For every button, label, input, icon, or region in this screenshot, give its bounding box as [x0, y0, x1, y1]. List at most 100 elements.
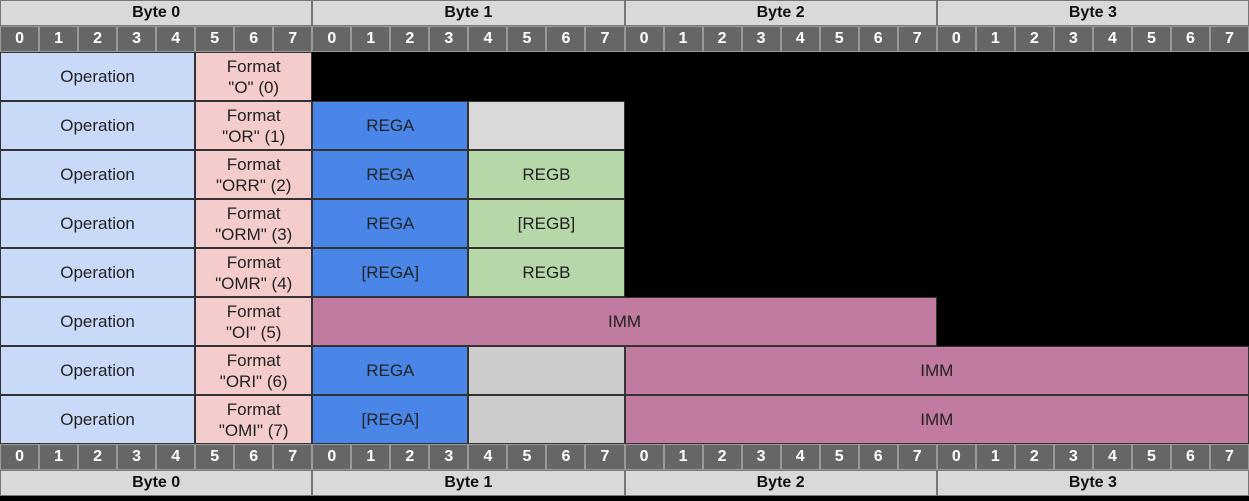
bit-header-bottom-1-3: 3 — [429, 444, 469, 470]
rega-field: REGA — [312, 101, 469, 150]
bit-header-top-2-4: 4 — [780, 26, 820, 52]
byte-header-bottom-1: Byte 1 — [312, 470, 625, 496]
format-label: Format "OR" (1) — [222, 105, 285, 147]
bit-header-bottom-3-2: 2 — [1014, 444, 1054, 470]
operation-field: Operation — [0, 150, 196, 199]
rega-field: [REGA] — [312, 395, 469, 444]
bit-header-top-3-7: 7 — [1209, 26, 1249, 52]
bit-header-top-1-0: 0 — [312, 26, 352, 52]
bit-header-top-1-3: 3 — [429, 26, 469, 52]
bit-header-top-0-4: 4 — [156, 26, 196, 52]
bit-header-bottom-1-4: 4 — [468, 444, 508, 470]
format-label-line1: Format — [226, 154, 281, 174]
bit-header-top-2-0: 0 — [624, 26, 664, 52]
format-field: Format "O" (0) — [195, 52, 313, 101]
byte-header-bottom-0: Byte 0 — [0, 470, 313, 496]
operation-field: Operation — [0, 52, 196, 101]
bit-header-top-1-1: 1 — [351, 26, 391, 52]
bit-header-top-1-5: 5 — [507, 26, 547, 52]
unused-bits-5 — [936, 297, 1249, 346]
bit-header-bottom-3-1: 1 — [975, 444, 1015, 470]
byte-header-bottom-3: Byte 3 — [936, 470, 1249, 496]
regb-field: REGB — [468, 150, 625, 199]
bit-header-top-2-2: 2 — [702, 26, 742, 52]
bit-header-bottom-2-7: 7 — [897, 444, 937, 470]
bit-header-bottom-3-4: 4 — [1092, 444, 1132, 470]
format-field: Format "OMR" (4) — [195, 248, 313, 297]
bit-header-top-2-3: 3 — [741, 26, 781, 52]
imm-field: IMM — [312, 297, 937, 346]
rega-field: [REGA] — [312, 248, 469, 297]
byte-header-bottom-2: Byte 2 — [624, 470, 937, 496]
operation-field: Operation — [0, 101, 196, 150]
format-code-label: "OMR" (4) — [215, 273, 293, 293]
rega-field: REGA — [312, 150, 469, 199]
format-label: Format "OMI" (7) — [219, 399, 289, 441]
bit-header-bottom-3-6: 6 — [1170, 444, 1210, 470]
bit-header-bottom-0-4: 4 — [156, 444, 196, 470]
bit-header-bottom-1-0: 0 — [312, 444, 352, 470]
operation-field: Operation — [0, 248, 196, 297]
bit-header-top-0-6: 6 — [234, 26, 274, 52]
format-code-label: "ORI" (6) — [219, 371, 288, 391]
bit-header-top-3-2: 2 — [1014, 26, 1054, 52]
format-label: Format "OMR" (4) — [215, 252, 292, 294]
bit-header-top-0-1: 1 — [39, 26, 79, 52]
bit-header-bottom-1-2: 2 — [390, 444, 430, 470]
bit-header-top-1-4: 4 — [468, 26, 508, 52]
bit-header-bottom-1-6: 6 — [546, 444, 586, 470]
bit-header-top-0-0: 0 — [0, 26, 40, 52]
bit-header-bottom-0-7: 7 — [273, 444, 313, 470]
format-field: Format "ORR" (2) — [195, 150, 313, 199]
format-label-line1: Format — [226, 301, 281, 321]
regb-field: REGB — [468, 248, 625, 297]
rega-field: REGA — [312, 199, 469, 248]
regb-field: [REGB] — [468, 199, 625, 248]
bit-header-bottom-2-4: 4 — [780, 444, 820, 470]
format-code-label: "OMI" (7) — [218, 420, 289, 440]
bit-header-top-0-7: 7 — [273, 26, 313, 52]
format-field: Format "OMI" (7) — [195, 395, 313, 444]
bit-header-top-1-7: 7 — [585, 26, 625, 52]
format-label-line1: Format — [226, 56, 281, 76]
format-label-line1: Format — [226, 350, 281, 370]
bit-header-bottom-2-1: 1 — [663, 444, 703, 470]
unused-bits-1 — [624, 101, 1249, 150]
format-code-label: "O" (0) — [228, 77, 280, 97]
bit-header-top-1-6: 6 — [546, 26, 586, 52]
byte-header-top-3: Byte 3 — [936, 0, 1249, 26]
bit-header-bottom-2-6: 6 — [858, 444, 898, 470]
unused-bits-2 — [624, 150, 1249, 199]
byte-header-top-2: Byte 2 — [624, 0, 937, 26]
bit-header-top-2-7: 7 — [897, 26, 937, 52]
operation-field: Operation — [0, 395, 196, 444]
padding-field — [468, 101, 625, 150]
bit-header-top-0-2: 2 — [78, 26, 118, 52]
bit-header-top-3-4: 4 — [1092, 26, 1132, 52]
bit-header-top-3-5: 5 — [1131, 26, 1171, 52]
padding-field — [468, 346, 625, 395]
bit-header-bottom-3-0: 0 — [936, 444, 976, 470]
format-label-line1: Format — [226, 203, 281, 223]
imm-field: IMM — [624, 346, 1249, 395]
padding-field — [468, 395, 625, 444]
byte-header-top-0: Byte 0 — [0, 0, 313, 26]
bit-header-top-0-5: 5 — [195, 26, 235, 52]
format-label-line1: Format — [226, 399, 281, 419]
bit-header-top-2-6: 6 — [858, 26, 898, 52]
rega-field: REGA — [312, 346, 469, 395]
format-code-label: "OR" (1) — [222, 126, 286, 146]
bit-header-bottom-0-1: 1 — [39, 444, 79, 470]
format-label: Format "ORI" (6) — [220, 350, 288, 392]
format-label: Format "O" (0) — [227, 56, 281, 98]
bit-header-bottom-0-5: 5 — [195, 444, 235, 470]
byte-header-top-1: Byte 1 — [312, 0, 625, 26]
imm-field: IMM — [624, 395, 1249, 444]
operation-field: Operation — [0, 346, 196, 395]
format-code-label: "ORM" (3) — [215, 224, 293, 244]
format-label: Format "OI" (5) — [226, 301, 282, 343]
format-code-label: "OI" (5) — [225, 322, 282, 342]
bit-header-top-1-2: 2 — [390, 26, 430, 52]
bit-header-bottom-0-0: 0 — [0, 444, 40, 470]
